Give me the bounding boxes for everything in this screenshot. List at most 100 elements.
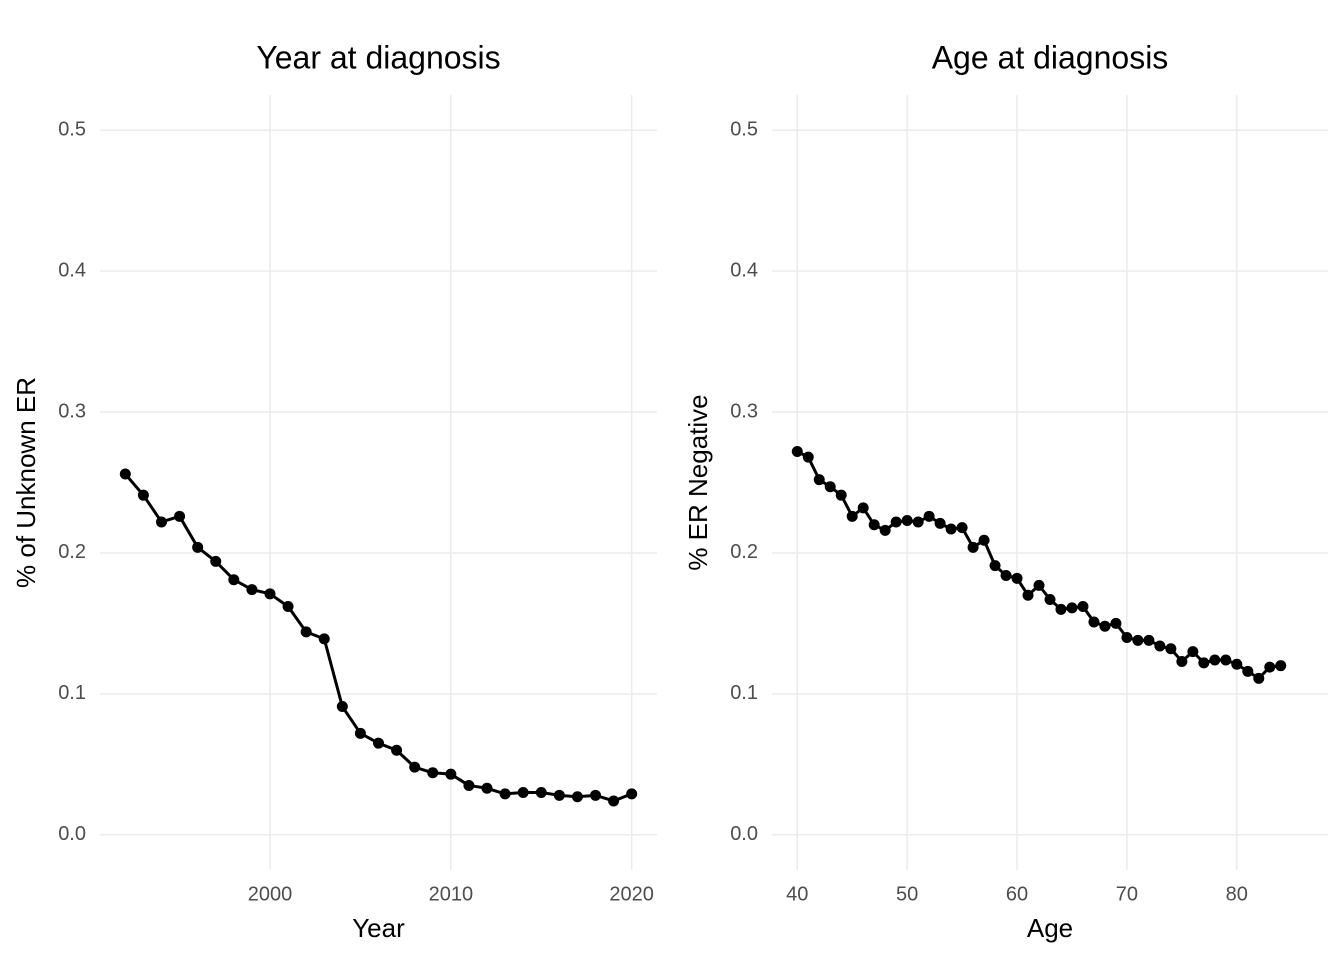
point [846,510,858,522]
point [802,451,814,463]
point [463,779,475,791]
point [1187,646,1199,658]
y-axis-label: % ER Negative [683,394,713,570]
x-tick-label: 70 [1116,883,1138,905]
point [535,787,547,798]
point [868,519,880,531]
point [912,516,924,528]
point [1022,589,1034,601]
point [1077,601,1089,612]
point [1165,643,1177,655]
point [626,788,638,800]
point [967,541,979,553]
point [174,510,186,522]
point [228,574,240,586]
point [246,584,258,596]
x-tick-label: 50 [896,883,918,905]
point [1044,593,1056,605]
point [989,560,1001,572]
point [1231,658,1243,670]
chart-title: Age at diagnosis [932,39,1169,75]
x-tick-label: 2010 [429,883,474,905]
panel: 0.0 0.1 0.2 0.3 0.4 0.5 2000 2010 2020 Year at di… [11,39,657,943]
point [427,767,439,779]
point [318,633,330,645]
point [1275,660,1287,672]
point [210,555,222,567]
y-tick-label: 0.4 [58,259,86,281]
point [137,489,149,501]
point [901,515,913,527]
point [857,502,869,514]
point [590,789,602,801]
point [1132,634,1144,646]
point [119,468,131,480]
point [978,534,990,546]
y-tick-label: 0.1 [58,682,86,704]
point [1242,665,1254,677]
point [1000,570,1012,581]
point [1110,617,1122,629]
point [300,626,312,638]
y-tick-label: 0.0 [730,823,758,845]
y-tick-label: 0.3 [730,400,758,422]
x-axis-label: Year [352,913,405,943]
point [1055,603,1067,615]
x-tick-label: 2000 [248,883,293,905]
point [409,761,421,773]
y-axis-label: % of Unknown ER [11,377,41,588]
y-tick-label: 0.5 [730,119,758,141]
point [956,522,968,534]
point [813,474,825,486]
x-tick-label: 2020 [609,883,654,905]
point [791,446,803,457]
point [1154,640,1166,652]
point [1099,620,1111,632]
point [1066,602,1078,614]
point [1198,657,1210,669]
point [336,701,348,713]
point [155,516,167,528]
line [124,473,633,803]
point [835,489,847,501]
y-tick-label: 0.4 [730,259,758,281]
point [499,788,511,800]
y-tick-label: 0.2 [58,541,86,563]
point [192,541,204,553]
y-tick-label: 0.3 [58,400,86,422]
x-tick-label: 80 [1226,883,1248,905]
point [1033,579,1045,591]
point [517,787,529,798]
point [934,517,946,529]
point [481,782,493,794]
point [1220,654,1232,666]
point [824,481,836,493]
point [1253,672,1265,684]
point [890,516,902,528]
point [571,791,583,803]
y-tick-label: 0.2 [730,541,758,563]
point [264,588,276,600]
point [923,510,935,522]
point [1176,655,1188,667]
x-axis-label: Age [1027,913,1073,943]
point [1011,572,1023,584]
point [373,737,384,749]
y-tick-label: 0.0 [58,823,86,845]
x-tick-label: 60 [1006,883,1028,905]
point [1143,634,1155,646]
point [945,523,957,535]
point [1209,654,1221,666]
line [796,450,1281,680]
point [879,524,891,536]
chart-title: Year at diagnosis [256,39,500,75]
y-tick-label: 0.5 [58,119,86,141]
point [553,789,565,801]
x-tick-label: 40 [786,883,808,905]
point [608,795,620,807]
point [1121,632,1133,643]
point [282,601,294,612]
panel: 0.0 0.1 0.2 0.3 0.4 0.5 40 50 60 70 80 Age at diagn… [683,39,1328,943]
point [445,768,457,780]
